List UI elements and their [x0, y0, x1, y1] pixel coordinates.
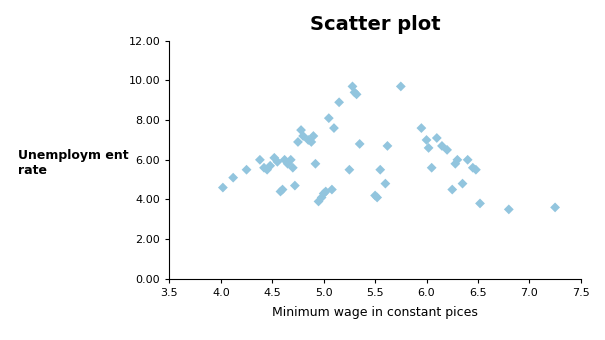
Title: Scatter plot: Scatter plot	[310, 15, 440, 34]
Point	[228, 175, 238, 180]
Point	[432, 135, 442, 141]
Point	[345, 167, 355, 172]
X-axis label: Minimum wage in constant pices: Minimum wage in constant pices	[272, 306, 478, 319]
Point	[241, 167, 252, 172]
Point	[309, 133, 318, 139]
Point	[396, 84, 406, 89]
Point	[319, 191, 329, 196]
Point	[427, 165, 437, 170]
Point	[451, 161, 460, 167]
Point	[310, 161, 320, 167]
Point	[283, 161, 293, 167]
Point	[259, 165, 269, 170]
Point	[352, 91, 361, 97]
Text: Unemploym ent
rate: Unemploym ent rate	[18, 149, 129, 177]
Point	[255, 157, 265, 163]
Point	[453, 157, 462, 163]
Point	[458, 181, 468, 186]
Point	[218, 185, 227, 190]
Point	[372, 195, 382, 200]
Point	[442, 147, 452, 153]
Point	[355, 141, 364, 147]
Point	[298, 133, 308, 139]
Point	[504, 207, 514, 212]
Point	[381, 181, 390, 186]
Point	[280, 157, 289, 163]
Point	[290, 183, 299, 188]
Point	[350, 90, 359, 95]
Point	[463, 157, 473, 163]
Point	[348, 84, 358, 89]
Point	[307, 139, 316, 145]
Point	[437, 143, 447, 149]
Point	[296, 128, 306, 133]
Point	[375, 167, 385, 172]
Point	[329, 125, 339, 131]
Point	[335, 100, 344, 105]
Point	[273, 159, 283, 165]
Point	[382, 143, 392, 149]
Point	[424, 145, 433, 151]
Point	[321, 189, 330, 194]
Point	[324, 116, 334, 121]
Point	[317, 195, 327, 200]
Point	[276, 189, 286, 194]
Point	[288, 165, 298, 170]
Point	[417, 125, 427, 131]
Point	[286, 157, 296, 163]
Point	[303, 137, 313, 143]
Point	[422, 137, 431, 143]
Point	[370, 193, 380, 198]
Point	[269, 155, 279, 160]
Point	[293, 139, 303, 145]
Point	[266, 163, 275, 169]
Point	[468, 165, 478, 170]
Point	[314, 199, 324, 204]
Point	[278, 187, 287, 192]
Point	[263, 167, 272, 172]
Point	[551, 205, 560, 210]
Point	[471, 167, 481, 172]
Point	[327, 187, 337, 192]
Point	[448, 187, 457, 192]
Point	[475, 201, 485, 206]
